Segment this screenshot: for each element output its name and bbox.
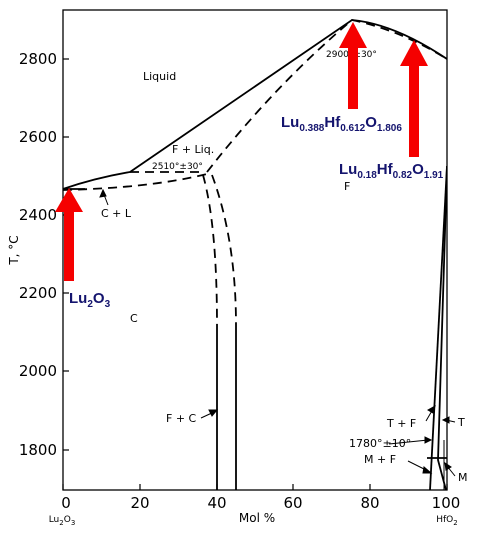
region-c: C	[130, 312, 138, 325]
x-tick-label: 60	[283, 494, 302, 512]
eutectoid-temperature: 1780°±10°	[349, 437, 411, 450]
composition-lu2o3: Lu2O3	[69, 290, 111, 310]
composition-fluorite-hf: Lu0.18Hf0.82O1.91	[339, 161, 444, 181]
region-f: F	[344, 180, 350, 193]
x-axis-label: Mol %	[239, 511, 275, 525]
arrow-fluorite-hf	[400, 40, 428, 157]
y-tick-label: 2200	[19, 284, 57, 302]
region-c-l: C + L	[101, 207, 132, 220]
leader-arrows	[99, 188, 456, 477]
x-tick-label: 80	[360, 494, 379, 512]
x-tick-label: 20	[130, 494, 149, 512]
x-tick-label: 40	[207, 494, 226, 512]
arrow-lu2o3	[55, 188, 83, 281]
y-tick-label: 2600	[19, 128, 57, 146]
y-tick-label: 2000	[19, 362, 57, 380]
eutectic-temperature: 2510°±30°	[152, 162, 203, 172]
composition-fluorite-mid: Lu0.388Hf0.612O1.806	[281, 114, 402, 134]
x-axis-ticks	[62, 484, 448, 490]
f-c-boundary-left-dashed	[202, 174, 218, 326]
region-liquid: Liquid	[143, 70, 176, 83]
region-f-c: F + C	[166, 412, 197, 425]
y-axis-label: T, °C	[7, 235, 21, 265]
f-c-boundary-right-dashed	[211, 174, 237, 326]
c-solvus-dashed	[63, 173, 208, 191]
y-tick-label: 2800	[19, 50, 57, 68]
plot-frame	[62, 9, 448, 491]
region-f-liq: F + Liq.	[172, 143, 214, 156]
arrow-fluorite-mid	[339, 22, 367, 109]
region-t: T	[457, 416, 465, 429]
x-end-label-lu2o3: Lu2O3	[49, 515, 76, 527]
y-tick-labels: 1800 2000 2200 2400 2600 2800	[19, 50, 57, 459]
x-tick-labels: 0 20 40 60 80 100	[61, 494, 460, 512]
x-tick-label: 0	[61, 494, 71, 512]
solidus-dashed-top	[206, 19, 447, 173]
x-tick-label: 100	[432, 494, 461, 512]
f-boundary-hfo2	[429, 165, 447, 490]
x-end-label-hfo2: HfO2	[436, 515, 458, 527]
red-arrows	[55, 22, 428, 281]
y-tick-label: 1800	[19, 441, 57, 459]
y-tick-label: 2400	[19, 206, 57, 224]
t-boundary-hfo2	[437, 165, 447, 490]
region-m-f: M + F	[364, 453, 396, 466]
region-t-f: T + F	[386, 417, 416, 430]
region-m: M	[458, 471, 468, 484]
